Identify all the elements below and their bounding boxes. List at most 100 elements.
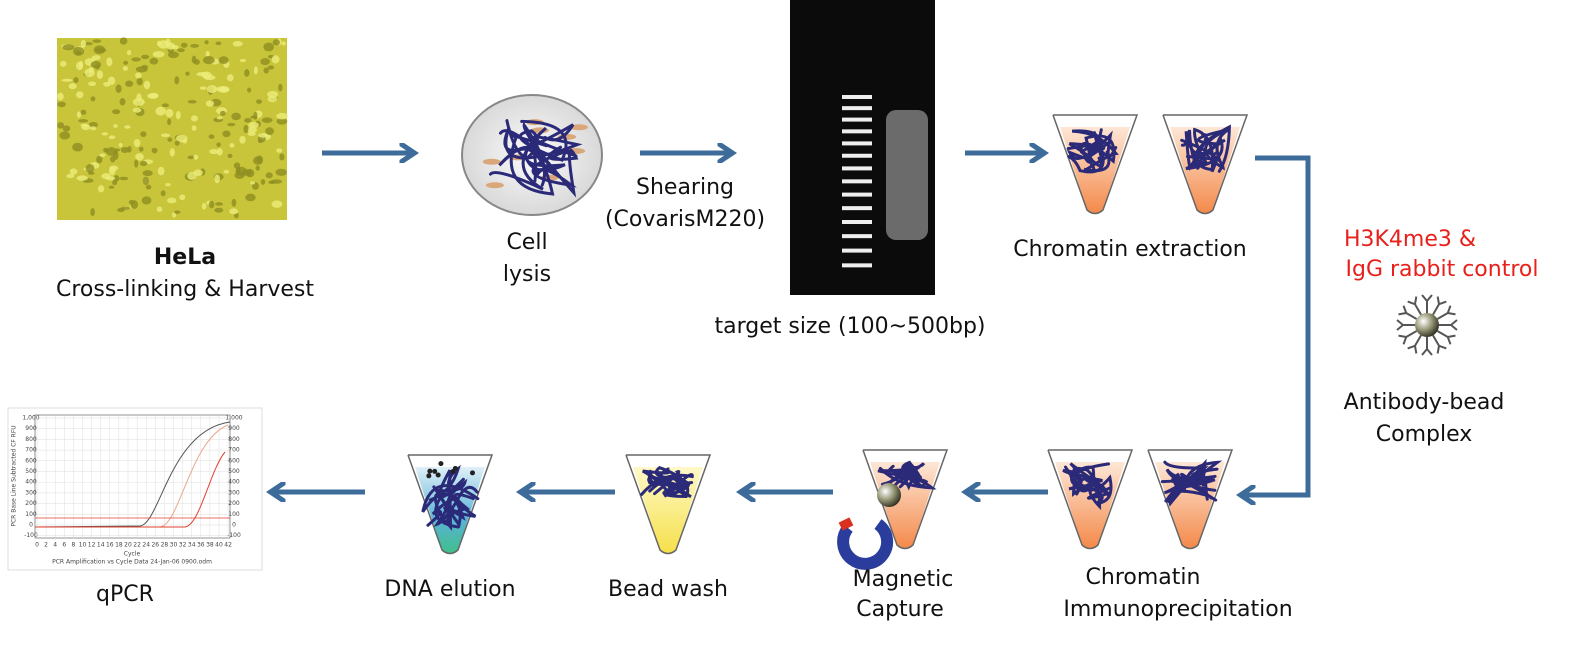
cell [227, 122, 236, 127]
cell [130, 200, 139, 209]
tube [1162, 114, 1249, 215]
cell [97, 185, 105, 193]
cell [174, 210, 181, 214]
tube-outline [862, 449, 949, 550]
cell [216, 86, 229, 93]
qpcr-curve [34, 421, 231, 528]
cell [165, 108, 174, 118]
cell [76, 175, 88, 181]
y2-tick-label: 700 [228, 447, 240, 454]
cell [214, 174, 220, 184]
chromatin [880, 462, 922, 491]
qpcr-plot [34, 414, 231, 539]
hela-subtitle: Cross-linking & Harvest [56, 277, 314, 302]
cell [152, 51, 165, 58]
cell [99, 153, 106, 158]
antibody [1421, 337, 1433, 356]
chromatin [1163, 467, 1219, 504]
wash-label: Bead wash [608, 577, 728, 602]
cell [119, 98, 126, 106]
cell [90, 61, 102, 69]
y2-tick-label: 1,000 [225, 415, 242, 422]
cell [226, 74, 234, 82]
cell [73, 46, 85, 56]
cell [239, 135, 246, 144]
cell [156, 206, 163, 212]
cell [271, 55, 280, 64]
x-tick-label: 42 [224, 542, 232, 549]
x-tick-label: 20 [124, 542, 132, 549]
y-tick-label: 600 [25, 457, 37, 464]
y-tick-label: 400 [25, 479, 37, 486]
cell [205, 50, 210, 58]
cell [91, 55, 101, 61]
cell [112, 180, 118, 186]
cell [96, 155, 103, 164]
cell [255, 99, 262, 104]
cell [135, 72, 142, 79]
cell [87, 171, 95, 175]
cell [187, 155, 196, 160]
x-tick-label: 26 [151, 542, 159, 549]
x-tick-label: 10 [79, 542, 87, 549]
cell [155, 106, 166, 116]
gel-smear [886, 110, 928, 240]
cell [88, 66, 94, 73]
cell [177, 48, 185, 53]
x-tick-label: 38 [206, 542, 214, 549]
cell [223, 169, 230, 174]
y-tick-label: 100 [25, 511, 37, 518]
bead [1415, 313, 1439, 337]
cell [167, 137, 173, 142]
gel-caption: target size (100~500bp) [714, 314, 985, 339]
cell [120, 147, 130, 153]
cell [149, 92, 159, 99]
antibody [1432, 296, 1447, 316]
cell [103, 147, 109, 153]
cell [253, 66, 258, 75]
cell [92, 39, 102, 43]
qpcr-xtitle: Cycle [124, 551, 141, 558]
x-tick-label: 6 [62, 542, 66, 549]
cell [140, 131, 147, 138]
cell [167, 197, 177, 204]
cell [185, 71, 190, 76]
cell [122, 66, 128, 71]
ladder-band [842, 206, 872, 211]
antibody [1407, 334, 1422, 354]
cell [265, 172, 273, 179]
qpcr-caption: PCR Amplification vs Cycle Data 24-Jan-0… [52, 559, 212, 566]
y-tick-label: 700 [25, 447, 37, 454]
cell [169, 148, 175, 157]
x-tick-label: 8 [71, 542, 75, 549]
cell [271, 200, 283, 208]
cell [76, 111, 81, 118]
cell [80, 39, 87, 48]
cell [133, 138, 141, 148]
dot [469, 470, 475, 476]
dot [450, 469, 456, 475]
cell [68, 83, 77, 90]
x-tick-label: 24 [142, 542, 150, 549]
y-tick-label: 900 [25, 425, 37, 432]
cell [248, 121, 259, 129]
magnet [837, 517, 894, 570]
cell [139, 161, 148, 167]
tube-outline [1162, 114, 1249, 215]
cell [281, 41, 286, 46]
cell [57, 122, 65, 129]
cell [263, 67, 269, 74]
y2-tick-label: 900 [228, 425, 240, 432]
cell [275, 168, 287, 176]
ladder-band [842, 153, 872, 158]
cell [145, 184, 152, 190]
cell [203, 74, 216, 81]
ladder-band [842, 129, 872, 134]
cell [222, 130, 231, 138]
cell [80, 109, 87, 115]
y2-tick-label: 400 [228, 479, 240, 486]
cell [141, 196, 152, 205]
cell [190, 43, 200, 48]
chip-label: Immunoprecipitation [1063, 597, 1292, 622]
